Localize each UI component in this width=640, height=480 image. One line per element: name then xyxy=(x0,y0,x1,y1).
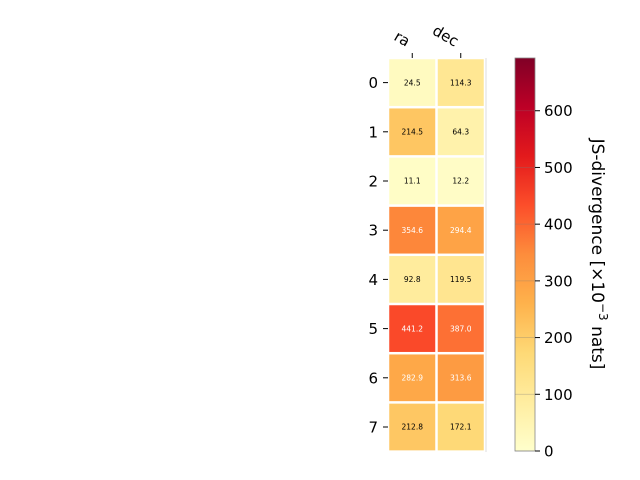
colorbar-tick-label: 600 xyxy=(544,102,573,120)
cell-value-label: 354.6 xyxy=(402,226,424,235)
row-label-0: 0 xyxy=(368,74,378,92)
heatmap-cell xyxy=(437,206,484,254)
colorbar-gradient xyxy=(514,57,536,452)
row-axis: 0 1 2 3 4 5 6 7 xyxy=(368,74,388,437)
row-label-3: 3 xyxy=(368,222,378,240)
cell-value-label: 114.3 xyxy=(450,78,472,87)
heatmap-cell xyxy=(389,403,436,451)
cell-value-label: 24.5 xyxy=(404,78,421,87)
heatmap-cell xyxy=(389,157,436,205)
row-label-6: 6 xyxy=(368,369,378,387)
cell-value-label: 214.5 xyxy=(402,128,424,137)
row-label-7: 7 xyxy=(368,419,378,437)
colorbar-label-tail: nats] xyxy=(587,321,607,370)
colorbar-tick-label: 500 xyxy=(544,159,573,177)
heatmap-cell xyxy=(389,59,436,106)
heatmap-cell xyxy=(437,305,484,352)
cell-value-label: 12.2 xyxy=(452,177,469,186)
cell-value-label: 172.1 xyxy=(450,423,472,432)
heatmap-cell xyxy=(437,354,484,402)
colorbar-tick-label: 200 xyxy=(544,329,573,347)
cell-value-label: 387.0 xyxy=(450,324,472,333)
heatmap-cell xyxy=(437,59,484,106)
heatmap-cell xyxy=(389,354,436,402)
row-label-4: 4 xyxy=(368,271,378,289)
row-label-5: 5 xyxy=(368,320,378,338)
colorbar-label-exponent: −3 xyxy=(596,303,610,321)
colorbar-tick-label: 0 xyxy=(544,443,554,461)
heatmap-cell xyxy=(389,256,436,303)
heatmap-cell xyxy=(437,157,484,205)
cell-value-label: 11.1 xyxy=(404,177,421,186)
colorbar-ticks: 0 100 200 300 400 500 600 xyxy=(515,102,573,461)
column-labels: ra dec xyxy=(391,21,462,58)
heatmap-cell xyxy=(389,305,436,352)
cell-value-label: 64.3 xyxy=(452,128,469,137)
heatmap-cell xyxy=(437,256,484,303)
cell-value-label: 119.5 xyxy=(450,275,472,284)
colorbar-tick-label: 400 xyxy=(544,216,573,234)
row-label-2: 2 xyxy=(368,173,378,191)
heatmap-cells: 24.5 114.3 214.5 64.3 11.1 12.2 354.6 294.4 92.8… xyxy=(389,58,487,452)
cell-value-label: 212.8 xyxy=(402,423,424,432)
colorbar: 0 100 200 300 400 500 600 xyxy=(514,57,573,461)
heatmap-cell xyxy=(389,206,436,254)
colorbar-label-main: JS-divergence [×10 xyxy=(587,138,607,303)
colorbar-tick-label: 100 xyxy=(544,386,573,404)
cell-value-label: 282.9 xyxy=(402,374,424,383)
colorbar-label: JS-divergence [×10−3 nats] xyxy=(587,138,610,370)
heatmap-cell xyxy=(437,108,484,156)
cell-value-label: 441.2 xyxy=(402,324,424,333)
heatmap-cell xyxy=(389,108,436,156)
column-label-dec: dec xyxy=(429,21,461,50)
cell-value-label: 313.6 xyxy=(450,374,472,383)
row-label-1: 1 xyxy=(368,123,378,141)
colorbar-tick-label: 300 xyxy=(544,272,573,290)
cell-value-label: 92.8 xyxy=(404,275,421,284)
column-label-ra: ra xyxy=(391,27,413,50)
cell-value-label: 294.4 xyxy=(450,226,472,235)
heatmap-cell xyxy=(437,403,484,451)
